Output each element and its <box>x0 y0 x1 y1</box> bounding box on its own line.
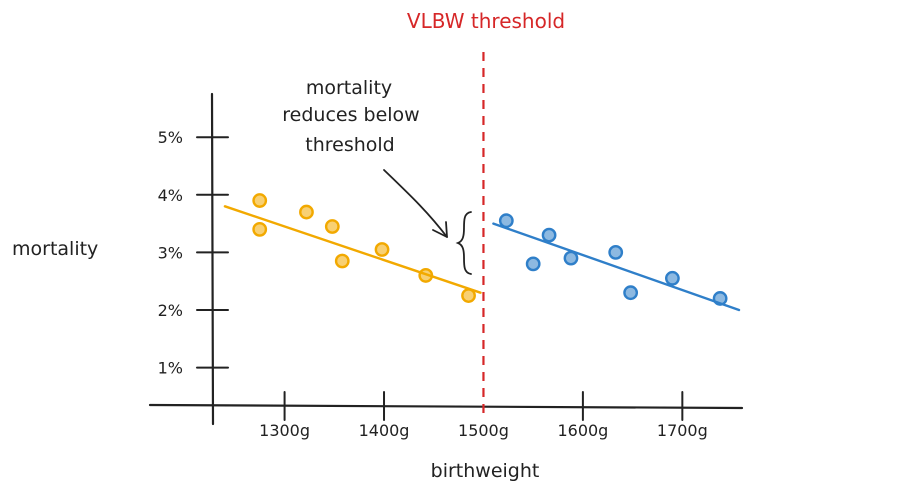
x-tick-label: 1400g <box>359 421 410 440</box>
data-point-series-1 <box>374 242 390 257</box>
y-tick-label: 5% <box>158 128 183 147</box>
x-axis-label: birthweight <box>431 460 540 482</box>
fit-line-series-2 <box>492 222 741 312</box>
data-point-series-1 <box>461 288 476 303</box>
y-tick-label: 4% <box>158 186 183 205</box>
annotation-line-1: mortality <box>306 77 392 99</box>
data-point-series-2 <box>525 256 541 272</box>
data-point-series-1 <box>252 221 268 237</box>
y-axis-label: mortality <box>12 238 98 260</box>
data-point-series-2 <box>541 227 557 243</box>
data-point-series-1 <box>252 193 268 208</box>
curly-brace <box>455 211 472 275</box>
y-axis <box>210 92 215 426</box>
data-point-series-1 <box>324 219 340 234</box>
y-tick-label: 1% <box>158 359 183 378</box>
data-point-series-2 <box>498 213 514 229</box>
x-tick-label: 1700g <box>657 421 708 440</box>
data-point-series-2 <box>623 285 639 301</box>
x-tick-label: 1600g <box>557 421 608 440</box>
data-point-series-1 <box>299 204 314 220</box>
data-point-series-2 <box>563 250 579 266</box>
annotation-arrow <box>383 169 448 238</box>
data-point-series-1 <box>334 253 350 269</box>
fit-line-series-1 <box>223 205 482 294</box>
x-tick-label: 1500g <box>458 421 509 440</box>
y-tick-label: 3% <box>158 243 183 262</box>
data-point-series-2 <box>712 291 728 306</box>
annotation-line-2: reduces below <box>282 104 419 126</box>
annotation-line-3: threshold <box>305 134 394 156</box>
data-point-series-2 <box>608 244 624 260</box>
y-tick-label: 2% <box>158 301 183 320</box>
x-tick-label: 1300g <box>259 421 310 440</box>
data-point-series-2 <box>664 270 680 286</box>
threshold-label: VLBW threshold <box>407 9 565 33</box>
data-point-series-1 <box>418 268 434 283</box>
x-axis <box>148 403 744 410</box>
